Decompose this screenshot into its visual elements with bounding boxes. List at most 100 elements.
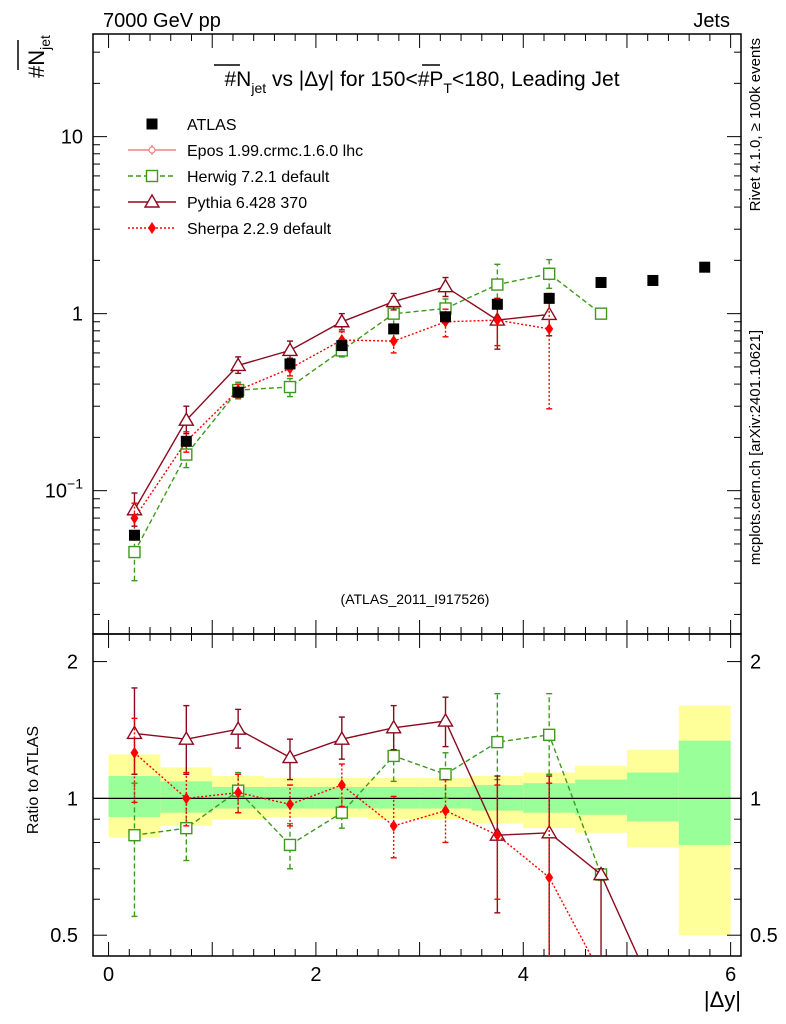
herwig-marker (491, 735, 504, 749)
mcplots-label: mcplots.cern.ch [arXiv:2401.10621] (747, 330, 764, 565)
herwig-marker (128, 828, 141, 842)
atlas-marker (128, 529, 140, 541)
y-tick-label: 10−1 (45, 476, 83, 503)
y-tick-label: 1 (72, 304, 83, 326)
main-series-pythia (126, 276, 558, 527)
sherpa-marker (545, 322, 554, 335)
epos-marker (148, 146, 156, 154)
sherpa-marker (130, 746, 139, 759)
legend-label: Pythia 6.428 370 (187, 195, 307, 212)
atlas-marker (336, 340, 348, 352)
sherpa-marker (337, 779, 346, 792)
sherpa-marker (285, 798, 294, 811)
sherpa-marker (389, 335, 398, 348)
pythia-marker (229, 720, 247, 735)
x-tick-label: 6 (725, 964, 736, 986)
herwig-marker (283, 380, 297, 394)
band-inner-bin (575, 779, 627, 815)
pythia-marker (333, 730, 351, 745)
ratio-series-pythia (126, 687, 639, 956)
legend-entry-atlas: ATLAS (146, 117, 237, 134)
pythia-marker (143, 193, 161, 208)
pythia-marker (333, 313, 351, 328)
pythia-marker (437, 278, 454, 293)
atlas-marker (595, 276, 607, 288)
herwig-marker (128, 545, 141, 559)
pythia-marker (385, 293, 402, 308)
sherpa-marker (441, 804, 450, 817)
atlas-marker (440, 311, 452, 323)
pythia-marker (592, 866, 610, 881)
legend-entry-pythia: Pythia 6.428 370 (128, 193, 307, 212)
main-series-atlas (128, 261, 711, 541)
ratio-y-tick-label: 2 (67, 652, 78, 674)
atlas-marker (543, 292, 555, 304)
legend-entry-herwig: Herwig 7.2.1 default (128, 169, 330, 186)
atlas-marker (491, 298, 503, 310)
pythia-marker (229, 357, 247, 372)
pythia-marker (540, 306, 558, 321)
ratio-herwig-line (134, 734, 602, 875)
sherpa-marker (493, 829, 502, 842)
legend-label: Herwig 7.2.1 default (187, 169, 330, 186)
atlas-marker (284, 358, 296, 370)
sherpa-marker (234, 786, 243, 799)
x-tick-label: 2 (310, 964, 321, 986)
herwig-marker (283, 838, 297, 852)
legend: ATLAS Epos 1.99.crmc.1.6.0 lhc Herwig 7.2.… (128, 117, 363, 238)
sherpa-marker (148, 222, 156, 234)
atlas-marker (647, 274, 659, 286)
rivet-label: Rivet 4.1.0, ≥ 100k events (747, 38, 764, 211)
ratio-y-tick-label-right: 0.5 (750, 925, 778, 947)
ratio-y-tick-label: 1 (67, 788, 78, 810)
x-tick-label: 0 (103, 964, 114, 986)
sherpa-marker (545, 871, 554, 884)
x-axis-label: |Δy| (704, 987, 741, 1012)
main-herwig-line (133, 273, 602, 553)
ratio-y-tick-label-right: 2 (750, 652, 761, 674)
herwig-marker (387, 749, 400, 763)
plot-title: #Njet vs |Δy| for 150<#PT<180, Leading J… (224, 68, 619, 96)
ratio-y-tick-label: 0.5 (50, 925, 78, 947)
pythia-marker (385, 719, 402, 734)
ratio-sherpa-line (134, 752, 592, 956)
herwig-marker (594, 307, 608, 320)
herwig-marker (439, 768, 452, 781)
energy-label: 7000 GeV pp (103, 10, 221, 32)
ratio-plot-frame (92, 633, 742, 957)
ratio-series-sherpa (130, 717, 592, 956)
sherpa-marker (182, 792, 191, 805)
atlas-marker (388, 323, 400, 335)
atlas-marker (699, 261, 711, 273)
legend-entry-epos: Epos 1.99.crmc.1.6.0 lhc (128, 143, 363, 160)
herwig-marker (180, 448, 193, 461)
main-ylabel: #Njet (24, 35, 53, 78)
sherpa-marker (493, 314, 502, 327)
pythia-marker (178, 730, 195, 745)
main-series-herwig (128, 258, 608, 582)
band-inner-bin (626, 772, 679, 822)
pythia-marker (437, 712, 454, 727)
axis-ticks (93, 34, 741, 956)
legend-entry-sherpa: Sherpa 2.2.9 default (128, 221, 332, 238)
legend-label: ATLAS (187, 117, 237, 134)
y-tick-label: 10 (61, 127, 83, 149)
analysis-watermark: (ATLAS_2011_I917526) (341, 591, 490, 607)
herwig-marker (180, 821, 193, 835)
legend-label: Sherpa 2.2.9 default (187, 221, 332, 238)
pythia-marker (178, 411, 195, 426)
herwig-marker (145, 169, 159, 183)
pythia-marker (281, 749, 299, 764)
ratio-y-tick-label-right: 1 (750, 788, 761, 810)
herwig-marker (542, 267, 556, 280)
pythia-marker (281, 342, 299, 357)
sherpa-marker (130, 512, 139, 525)
sherpa-marker (389, 819, 398, 832)
atlas-marker (180, 435, 192, 447)
x-tick-label: 4 (518, 964, 529, 986)
process-label: Jets (693, 10, 730, 32)
ratio-ylabel: Ratio to ATLAS (25, 726, 42, 834)
legend-label: Epos 1.99.crmc.1.6.0 lhc (187, 143, 363, 160)
herwig-marker (491, 278, 504, 291)
